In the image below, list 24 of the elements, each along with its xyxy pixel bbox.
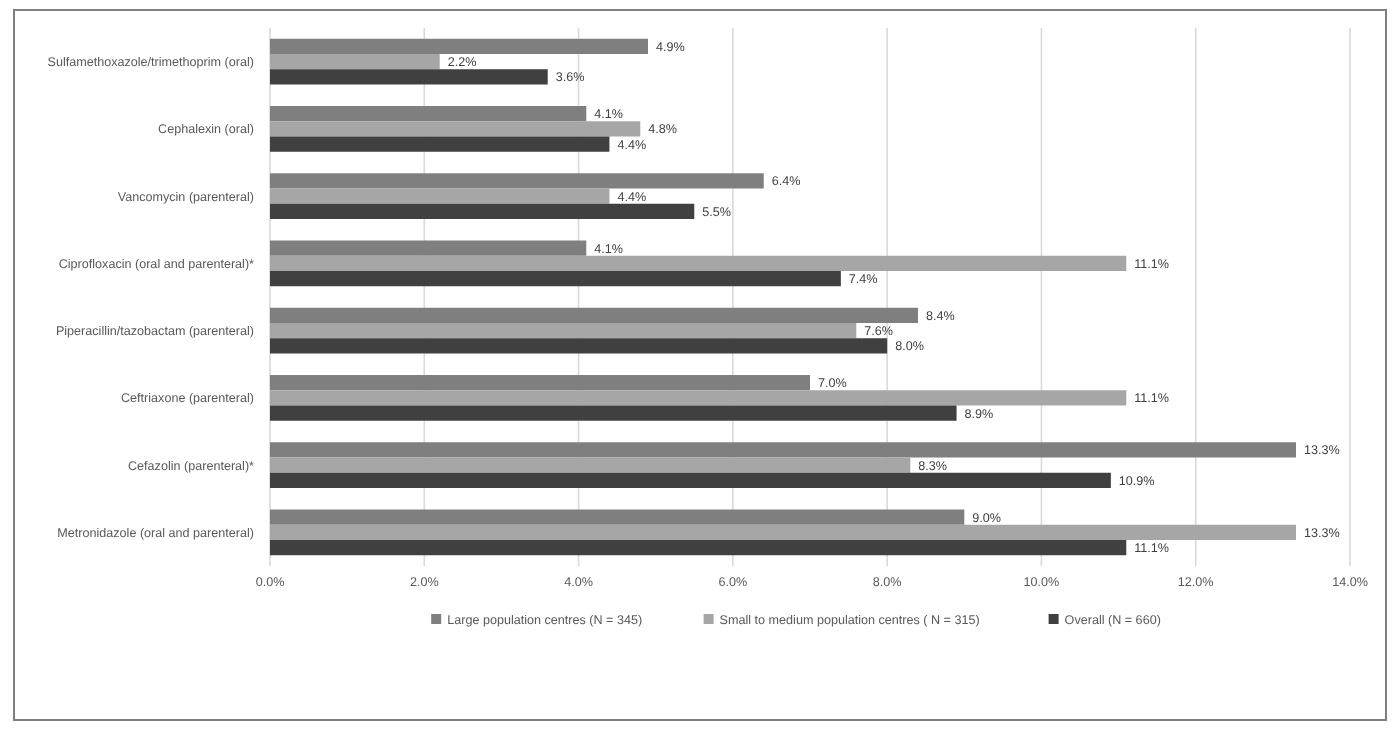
bar [270,472,1111,488]
bar [270,524,1296,540]
bar [270,255,1127,271]
bar [270,442,1296,458]
bar [270,136,610,152]
bar [270,54,440,70]
bar [270,540,1127,556]
bar [270,338,888,354]
bar [270,323,857,339]
bar [270,307,918,323]
bar [270,405,957,421]
bar [270,203,695,219]
bar [270,173,764,189]
bar [270,188,610,204]
bar [270,240,587,256]
bar [270,375,810,391]
bar [270,390,1127,406]
bar [270,457,911,473]
bar [270,69,548,85]
bar [270,509,965,525]
bar [270,106,587,122]
bar [270,121,641,137]
bar [270,38,648,54]
bar [270,271,841,287]
